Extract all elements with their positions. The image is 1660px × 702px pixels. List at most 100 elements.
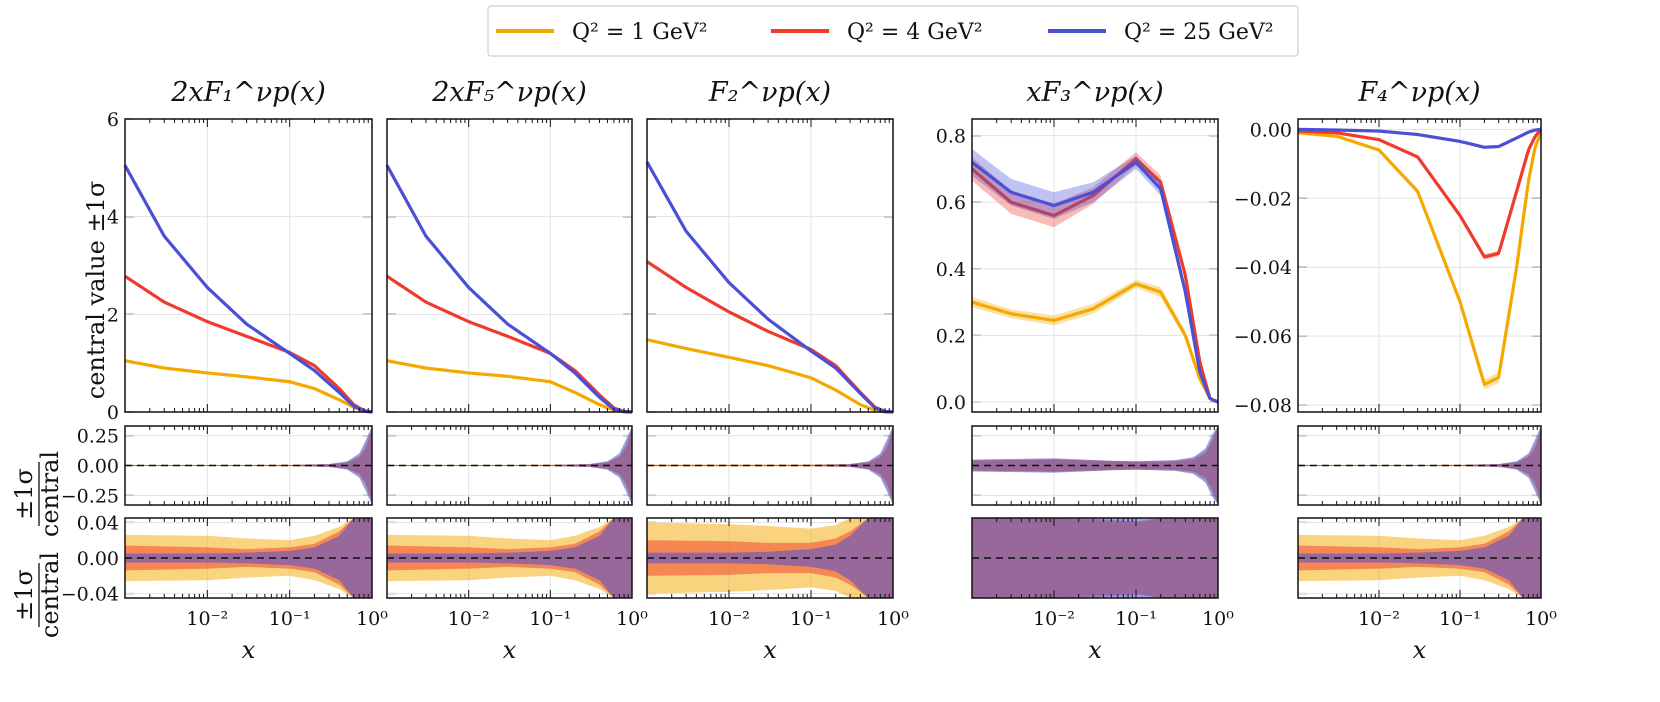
panel-1: 2xF₁^νp(x) 0 2 4 6 0.25 0.00 −0.25 0.04 0.00 −0.04…	[61, 77, 389, 664]
uncertainty-band-3	[387, 164, 632, 412]
legend: Q² = 1 GeV² Q² = 4 GeV² Q² = 25 GeV²	[487, 5, 1299, 57]
y-tick-label: 0.00	[1250, 119, 1292, 141]
plot-frame	[1297, 425, 1542, 506]
series-line-2	[1297, 128, 1543, 259]
series-line-3	[971, 160, 1219, 404]
plot-frame	[1297, 517, 1542, 599]
panel-4: xF₃^νp(x) 0.0 0.2 0.4 0.6 0.8 10⁻² 10⁻¹ 10⁰ x	[936, 77, 1234, 664]
plot-frame	[971, 118, 1219, 413]
x-tick-label: 10⁻¹	[1115, 608, 1157, 630]
y-tick-label: 0.4	[936, 259, 966, 281]
plot-frame	[971, 517, 1219, 599]
panel-title: xF₃^νp(x)	[1026, 77, 1163, 108]
x-axis-label: x	[1413, 636, 1427, 664]
ratio1-plot	[971, 425, 1219, 506]
uncertainty-band-1	[972, 279, 1218, 403]
y-tick-label: −0.04	[1234, 257, 1292, 279]
x-axis-label: x	[242, 636, 256, 664]
main-plot: 0.00 −0.02 −0.04 −0.06 −0.08	[1234, 118, 1543, 417]
uncertainty-band-2	[972, 152, 1218, 403]
series-line-3	[123, 164, 373, 414]
uncertainty-band-2	[125, 275, 372, 412]
plot-frame	[646, 118, 894, 413]
y-tick-label: 0.00	[77, 456, 119, 478]
y-tick-label: 0	[107, 402, 119, 424]
x-tick-label: 10⁰	[356, 608, 388, 630]
ratio2-plot: 10⁻² 10⁻¹ 10⁰ x	[646, 517, 909, 664]
x-axis-label: x	[503, 636, 517, 664]
y-tick-label: −0.06	[1234, 326, 1292, 348]
svg-text:±1σ: ±1σ	[10, 569, 38, 621]
main-plot: 0.0 0.2 0.4 0.6 0.8	[936, 118, 1219, 414]
panel-title: 2xF₁^νp(x)	[170, 77, 326, 108]
central-y-axis-label: central value ±1σ	[82, 181, 110, 399]
panel-5: F₄^νp(x) 0.00 −0.02 −0.04 −0.06 −0.08 10⁻² 10⁻¹…	[1234, 77, 1558, 664]
ratio2-plot: 10⁻² 10⁻¹ 10⁰ x	[386, 517, 648, 664]
main-plot	[385, 118, 633, 414]
y-tick-label: 0.8	[936, 126, 966, 148]
plot-frame	[124, 118, 373, 413]
x-tick-label: 10⁰	[877, 608, 909, 630]
ratio1-plot	[386, 425, 633, 506]
x-tick-label: 10⁻²	[186, 608, 228, 630]
plot-frame	[646, 517, 894, 599]
y-tick-label: 6	[107, 109, 119, 131]
x-tick-label: 10⁰	[1202, 608, 1234, 630]
series-line-1	[971, 282, 1219, 404]
x-tick-label: 10⁰	[616, 608, 648, 630]
x-tick-label: 10⁰	[1525, 608, 1557, 630]
series-line-3	[385, 164, 633, 414]
panel-3: F₂^νp(x) 10⁻² 10⁻¹ 10⁰ x	[645, 77, 909, 664]
plot-frame	[1297, 118, 1542, 413]
y-tick-label: 0.00	[77, 548, 119, 570]
svg-text:central: central	[36, 451, 64, 537]
y-tick-label: −0.02	[1234, 188, 1292, 210]
series-line-1	[124, 359, 373, 414]
x-tick-label: 10⁻¹	[269, 608, 311, 630]
plot-frame	[646, 425, 894, 506]
series-line-3	[1297, 127, 1542, 149]
legend-label-q25: Q² = 25 GeV²	[1124, 20, 1274, 45]
x-tick-label: 10⁻¹	[790, 608, 832, 630]
x-tick-label: 10⁻²	[1033, 608, 1075, 630]
x-axis-label: x	[763, 636, 777, 664]
y-tick-label: 0.0	[936, 392, 966, 414]
plot-frame	[971, 425, 1219, 506]
series-line-2	[124, 274, 373, 414]
uncertainty-band-3	[125, 164, 372, 412]
series-line-3	[645, 161, 894, 414]
legend-label-q4: Q² = 4 GeV²	[847, 20, 983, 45]
legend-frame	[487, 5, 1299, 57]
main-plot: 0 2 4 6	[107, 109, 373, 424]
panel-title: F₄^νp(x)	[1357, 77, 1480, 108]
y-tick-label: 0.04	[77, 512, 119, 534]
ratio2-y-axis-label: ±1σ central	[10, 552, 64, 638]
series-line-1	[386, 359, 632, 414]
series-line-1	[646, 338, 893, 414]
plot-frame	[386, 517, 633, 599]
ratio2-plot: 10⁻² 10⁻¹ 10⁰ x	[971, 517, 1234, 664]
series-line-2	[386, 274, 633, 414]
y-tick-label: 4	[107, 207, 119, 229]
ratio1-plot	[1297, 425, 1542, 506]
x-tick-label: 10⁻²	[448, 608, 490, 630]
panel-title: 2xF₅^νp(x)	[431, 77, 587, 108]
legend-label-q1: Q² = 1 GeV²	[572, 20, 708, 45]
x-tick-label: 10⁻¹	[1439, 608, 1481, 630]
x-tick-label: 10⁻²	[1358, 608, 1400, 630]
ratio1-y-axis-label: ±1σ central	[10, 451, 64, 537]
x-axis-label: x	[1088, 636, 1102, 664]
plot-frame	[124, 517, 373, 599]
ratio2-plot: 0.04 0.00 −0.04 10⁻² 10⁻¹ 10⁰ x	[61, 512, 389, 664]
series-line-2	[970, 156, 1219, 404]
series-line-1	[1297, 131, 1543, 387]
plot-frame	[386, 118, 633, 413]
x-tick-label: 10⁻¹	[529, 608, 571, 630]
y-tick-label: −0.25	[61, 485, 119, 507]
svg-text:central: central	[36, 552, 64, 638]
ratio1-plot: 0.25 0.00 −0.25	[61, 425, 373, 507]
y-tick-label: 0.25	[77, 426, 119, 448]
main-plot	[645, 118, 894, 414]
y-tick-label: −0.04	[61, 584, 119, 606]
